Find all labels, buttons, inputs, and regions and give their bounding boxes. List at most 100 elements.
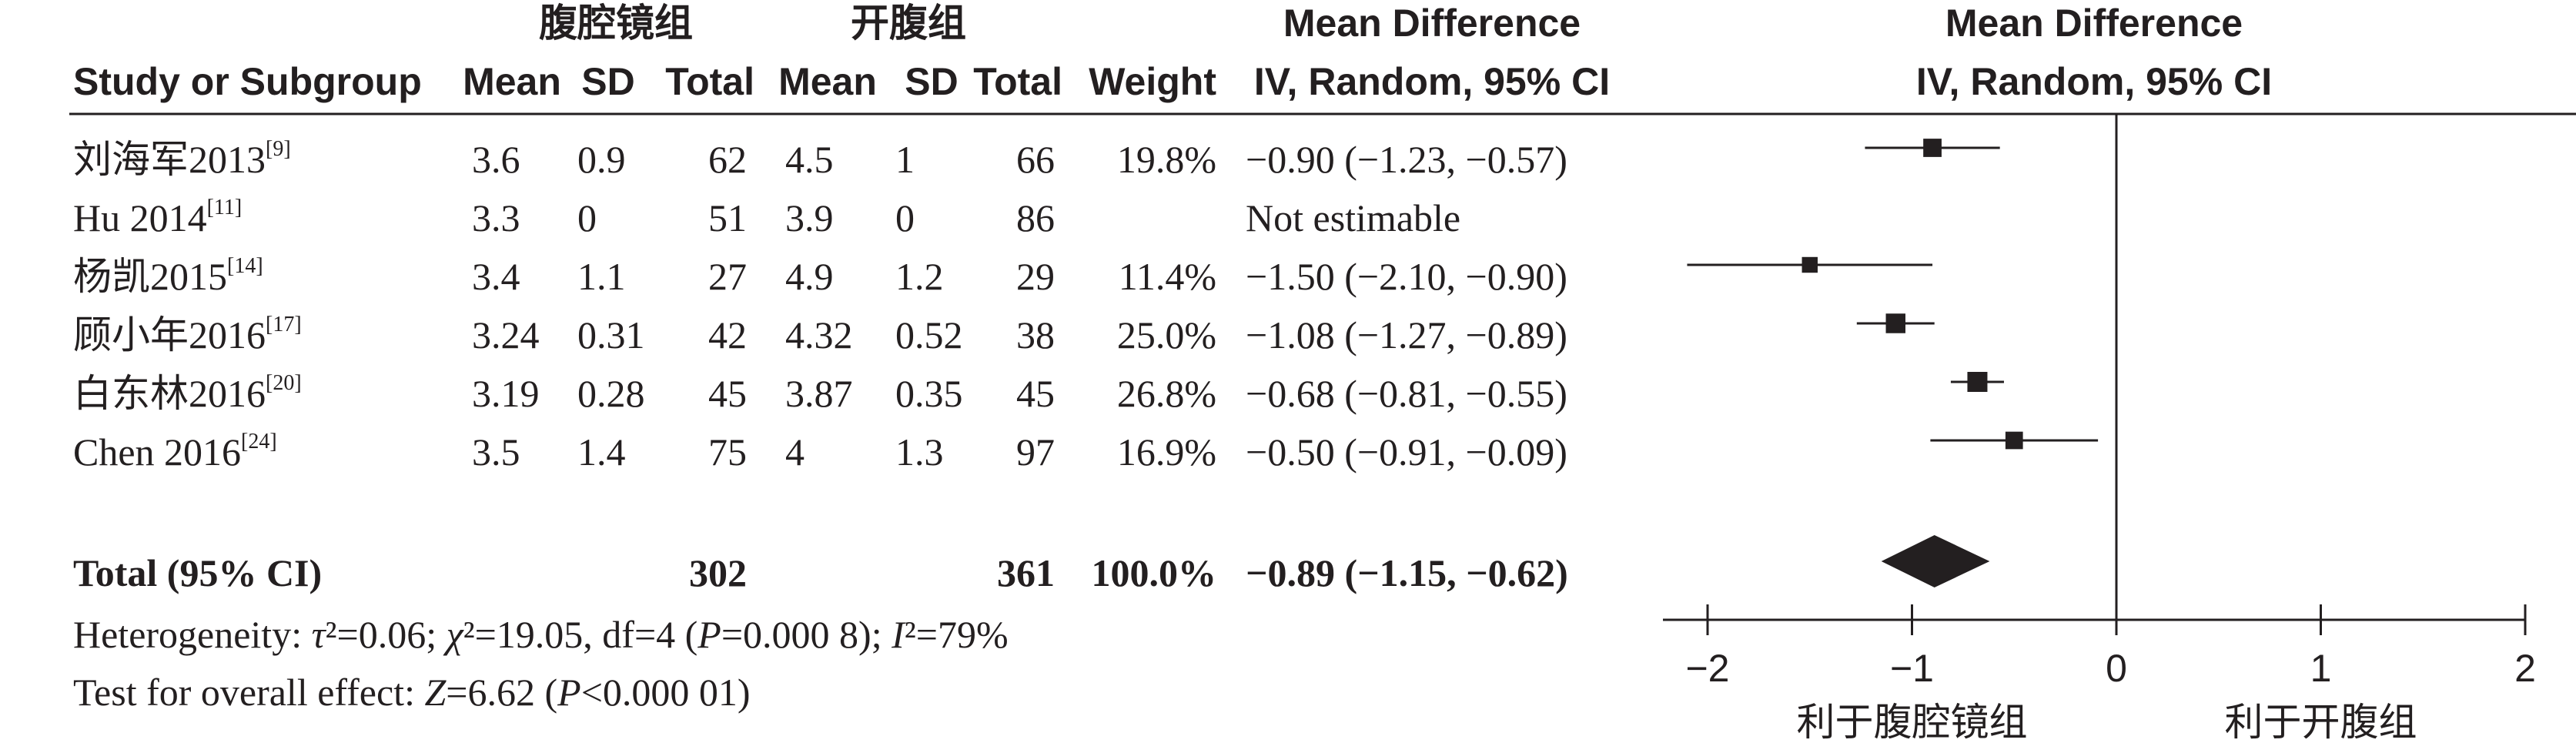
row-total1: 45 [708,372,747,415]
favours-right-label: 利于开腹组 [2225,700,2417,743]
col-study-header: Study or Subgroup [73,60,422,103]
study-name: 刘海军2013 [73,138,266,181]
total-weight: 100.0% [1091,551,1217,594]
col-mean1-header: Mean [463,60,561,103]
x-tick-label: −1 [1890,647,1934,690]
favours-left-label: 利于腹腔镜组 [1797,700,2028,743]
row-mean1: 3.3 [472,196,520,239]
x-tick-label: 2 [2514,647,2536,690]
row-ci-text: −1.08 (−1.27, −0.89) [1246,313,1567,356]
row-mean2: 3.9 [785,196,834,239]
plot-title: Mean Difference [1945,2,2243,45]
row-mean1: 3.24 [472,313,540,356]
overall-effect-text: Test for overall effect: Z=6.62 (P<0.000… [73,671,751,714]
effect-marker [1923,139,1942,157]
plot-method-header: IV, Random, 95% CI [1915,60,2273,103]
row-sd1: 0.9 [577,138,626,181]
row-sd2: 1 [895,138,915,181]
row-sd1: 0.31 [577,313,645,356]
reference-number: [24] [241,430,277,453]
study-name: 顾小年2016 [73,313,266,356]
row-total1: 75 [708,430,747,474]
col-sd2-header: SD [905,60,958,103]
effect-marker [1885,313,1905,333]
effect-marker [1802,256,1818,273]
col-sd1-header: SD [581,60,635,103]
effect-marker [1967,372,1988,392]
row-ci-text: −1.50 (−2.10, −0.90) [1246,255,1567,298]
group2-header: 开腹组 [851,2,966,45]
col-weight-header: Weight [1089,60,1216,103]
study-name: 白东林2016 [73,372,266,415]
reference-number: [14] [227,254,263,278]
row-weight: 11.4% [1118,255,1216,298]
row-mean2: 4.9 [785,255,834,298]
row-total2: 86 [1016,196,1055,239]
row-sd1: 1.1 [577,255,626,298]
row-sd1: 1.4 [577,430,626,474]
total-total2: 361 [997,551,1055,594]
row-name: 顾小年2016[17] [73,312,302,358]
row-ci-text: −0.50 (−0.91, −0.09) [1246,430,1567,474]
row-mean2: 4.5 [785,138,834,181]
row-total2: 29 [1016,255,1055,298]
heterogeneity-text: Heterogeneity: τ²=0.06; χ²=19.05, df=4 (… [73,613,1009,656]
row-total2: 97 [1016,430,1055,474]
row-name: 刘海军2013[9] [73,136,291,182]
total-ci: −0.89 (−1.15, −0.62) [1246,551,1568,594]
study-name: Hu 2014 [73,196,207,239]
row-weight: 19.8% [1116,138,1216,181]
row-mean2: 4 [785,430,805,474]
row-total2: 66 [1016,138,1055,181]
x-tick-label: −2 [1685,647,1729,690]
row-total1: 42 [708,313,747,356]
col-total1-header: Total [665,60,754,103]
row-name: 杨凯2015[14] [73,253,263,300]
effect-method-header: IV, Random, 95% CI [1253,60,1611,103]
row-total1: 51 [708,196,747,239]
x-tick-label: 0 [2106,647,2127,690]
row-name: Chen 2016[24] [73,429,277,475]
row-ci-text: −0.90 (−1.23, −0.57) [1246,138,1567,181]
effect-marker [2005,431,2023,450]
row-mean1: 3.19 [472,372,540,415]
row-sd1: 0 [577,196,597,239]
row-mean1: 3.4 [472,255,520,298]
row-sd2: 1.3 [895,430,944,474]
row-total2: 45 [1016,372,1055,415]
row-sd1: 0.28 [577,372,645,415]
row-mean2: 4.32 [785,313,853,356]
reference-number: [20] [266,371,302,395]
total-label: Total (95% CI) [73,551,323,594]
col-total2-header: Total [973,60,1062,103]
row-weight: 26.8% [1116,372,1216,415]
row-mean2: 3.87 [785,372,853,415]
group1-header: 腹腔镜组 [539,2,693,45]
row-weight: 25.0% [1116,313,1216,356]
row-mean1: 3.6 [472,138,520,181]
row-name: Hu 2014[11] [73,195,242,241]
row-sd2: 0 [895,196,915,239]
row-sd2: 1.2 [895,255,944,298]
row-mean1: 3.5 [472,430,520,474]
reference-number: [17] [266,313,302,336]
x-tick-label: 1 [2310,647,2332,690]
row-weight: 16.9% [1116,430,1216,474]
row-total1: 27 [708,255,747,298]
reference-number: [11] [206,196,243,219]
col-mean2-header: Mean [778,60,877,103]
effect-title: Mean Difference [1283,2,1581,45]
pooled-diamond [1881,535,1990,587]
study-name: 杨凯2015 [73,255,227,298]
row-ci-text: −0.68 (−0.81, −0.55) [1246,372,1567,415]
row-total1: 62 [708,138,747,181]
row-ci-text: Not estimable [1246,196,1461,239]
reference-number: [9] [266,137,291,161]
row-name: 白东林2016[20] [73,370,302,417]
row-sd2: 0.52 [895,313,963,356]
row-sd2: 0.35 [895,372,963,415]
study-name: Chen 2016 [73,430,242,474]
total-total1: 302 [689,551,747,594]
row-total2: 38 [1016,313,1055,356]
